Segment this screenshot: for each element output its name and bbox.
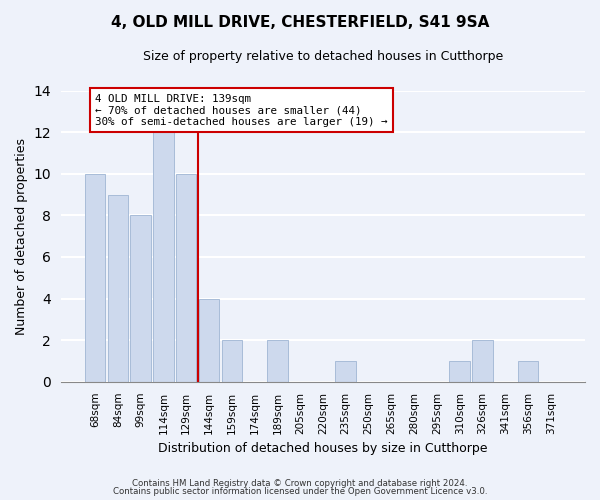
Text: Contains public sector information licensed under the Open Government Licence v3: Contains public sector information licen… <box>113 487 487 496</box>
Bar <box>221 340 242 382</box>
Bar <box>199 298 219 382</box>
Bar <box>335 361 356 382</box>
Text: 4 OLD MILL DRIVE: 139sqm
← 70% of detached houses are smaller (44)
30% of semi-d: 4 OLD MILL DRIVE: 139sqm ← 70% of detach… <box>95 94 388 127</box>
Text: Contains HM Land Registry data © Crown copyright and database right 2024.: Contains HM Land Registry data © Crown c… <box>132 478 468 488</box>
X-axis label: Distribution of detached houses by size in Cutthorpe: Distribution of detached houses by size … <box>158 442 488 455</box>
Bar <box>518 361 538 382</box>
Text: 4, OLD MILL DRIVE, CHESTERFIELD, S41 9SA: 4, OLD MILL DRIVE, CHESTERFIELD, S41 9SA <box>111 15 489 30</box>
Bar <box>472 340 493 382</box>
Bar <box>153 132 173 382</box>
Bar <box>176 174 196 382</box>
Bar <box>449 361 470 382</box>
Bar <box>267 340 287 382</box>
Title: Size of property relative to detached houses in Cutthorpe: Size of property relative to detached ho… <box>143 50 503 63</box>
Bar <box>107 194 128 382</box>
Bar <box>130 216 151 382</box>
Y-axis label: Number of detached properties: Number of detached properties <box>15 138 28 334</box>
Bar <box>85 174 105 382</box>
